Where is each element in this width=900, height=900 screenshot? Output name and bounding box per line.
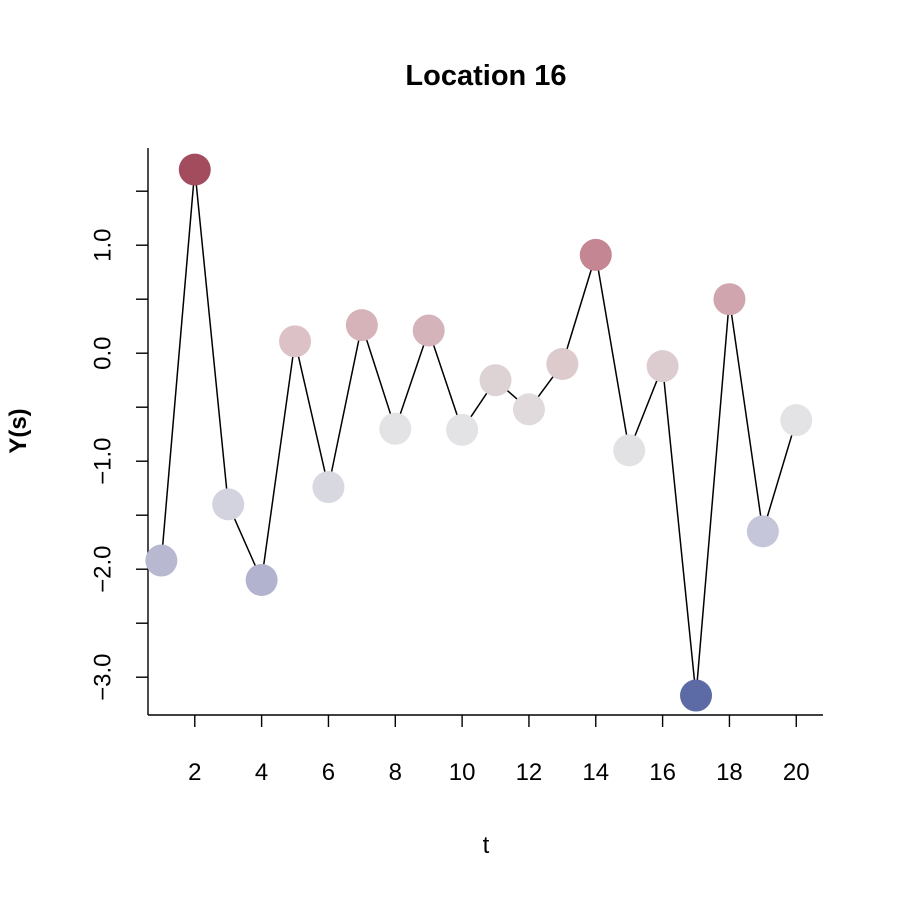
x-tick-label: 12	[516, 759, 543, 786]
y-tick-label: 0.0	[90, 337, 117, 370]
axes: 2 4 6 8 10 12 14 16 18 20 −3.0 −2.0 −1.0 0.0 1.0	[90, 148, 823, 786]
y-tick-label: −2.0	[90, 546, 117, 593]
data-point	[713, 283, 746, 316]
data-point	[379, 412, 412, 445]
data-point	[412, 314, 445, 347]
data-point	[145, 544, 178, 577]
data-point	[646, 350, 679, 383]
data-point	[546, 348, 579, 380]
data-point	[579, 238, 612, 271]
data-point	[245, 564, 278, 596]
data-point	[178, 153, 211, 186]
data-point	[613, 434, 646, 467]
y-tick-label: 1.0	[90, 229, 117, 262]
x-tick-label: 2	[188, 759, 201, 786]
y-axis-label: Y(s)	[5, 408, 32, 453]
x-tick-label: 16	[649, 759, 676, 786]
data-point	[446, 413, 479, 446]
chart-title: Location 16	[405, 60, 566, 92]
series-line	[160, 169, 798, 696]
data-point	[279, 325, 312, 358]
x-tick-label: 14	[582, 759, 609, 786]
data-point	[312, 471, 345, 504]
y-tick-label: −3.0	[90, 654, 117, 701]
x-tick-label: 6	[322, 759, 335, 786]
x-tick-label: 8	[389, 759, 402, 786]
data-point	[212, 488, 245, 521]
x-tick-label: 10	[449, 759, 476, 786]
data-point	[512, 393, 545, 426]
x-tick-label: 20	[783, 759, 810, 786]
data-point	[345, 309, 378, 342]
data-point	[680, 679, 713, 712]
data-point	[479, 364, 512, 397]
x-tick-label: 18	[716, 759, 743, 786]
data-point	[746, 515, 779, 548]
data-point	[780, 404, 813, 437]
series-layer	[145, 153, 813, 712]
x-axis-label: t	[483, 832, 490, 859]
x-tick-label: 4	[255, 759, 268, 786]
y-tick-label: −1.0	[90, 438, 117, 485]
